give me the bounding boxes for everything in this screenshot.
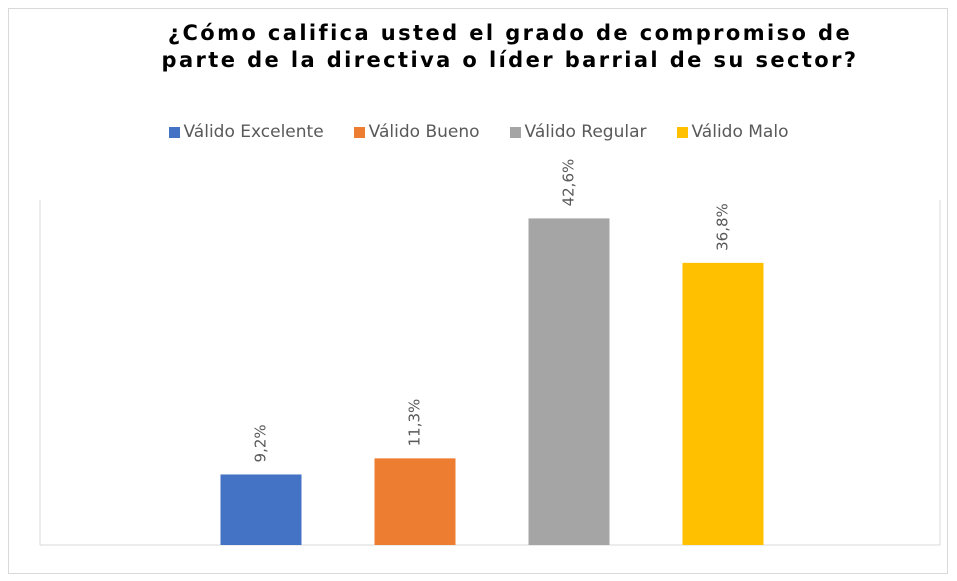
legend-item: Válido Excelente (168, 122, 324, 142)
bar (528, 218, 610, 545)
chart-title: ¿Cómo califica usted el grado de comprom… (161, 21, 859, 72)
legend-swatch (676, 126, 688, 138)
legend-swatch (353, 126, 365, 138)
legend-item: Válido Malo (676, 122, 789, 142)
legend-item: Válido Regular (509, 122, 647, 142)
bar (374, 458, 456, 545)
legend-label: Válido Excelente (183, 122, 324, 142)
data-label: 36,8% (714, 203, 732, 251)
legend-label: Válido Bueno (368, 122, 480, 142)
legend-item: Válido Bueno (353, 122, 480, 142)
chart-frame (8, 8, 948, 574)
legend-swatch (509, 126, 521, 138)
data-label: 11,3% (406, 399, 424, 447)
data-label: 42,6% (560, 159, 578, 207)
bar (682, 262, 764, 545)
data-label: 9,2% (252, 424, 270, 462)
bar (220, 474, 302, 545)
legend: Válido Excelente Válido Bueno Válido Regul… (0, 122, 957, 142)
legend-label: Válido Regular (524, 122, 647, 142)
legend-label: Válido Malo (691, 122, 789, 142)
legend-swatch (168, 126, 180, 138)
